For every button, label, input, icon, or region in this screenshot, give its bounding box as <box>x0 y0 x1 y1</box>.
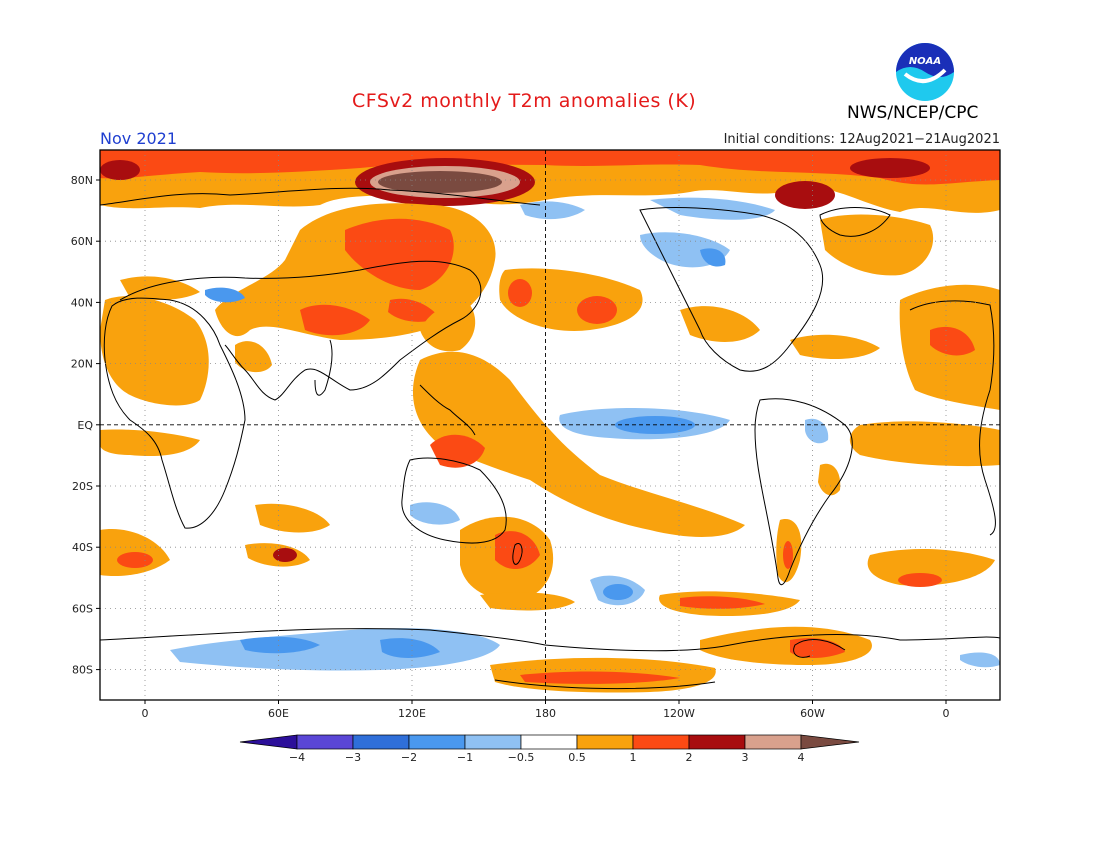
noaa-logo-text: NOAA <box>909 56 941 67</box>
colorbar-segment <box>688 734 746 750</box>
lon-label: 0 <box>142 707 149 720</box>
colorbar-tick-label: −0.5 <box>508 751 535 764</box>
forecast-month: Nov 2021 <box>100 129 178 148</box>
eurasia-warm-region <box>215 203 496 352</box>
lon-label: 180 <box>535 707 556 720</box>
colorbar-segment <box>576 734 634 750</box>
coastlines <box>100 187 1000 690</box>
colorbar-segment <box>632 734 690 750</box>
lon-label: 60E <box>268 707 289 720</box>
lon-label: 120E <box>398 707 426 720</box>
antarctic-warm-region <box>490 626 872 693</box>
south-pacific-warm-band <box>412 351 745 601</box>
colorbar-tick-label: 1 <box>630 751 637 764</box>
colorbar-tick-label: 3 <box>742 751 749 764</box>
colorbar-segment <box>296 734 354 750</box>
lat-label: 20S <box>72 480 93 493</box>
lon-label: 60W <box>800 707 825 720</box>
colorbar-tick-label: 0.5 <box>568 751 586 764</box>
lat-label: 60S <box>72 602 93 615</box>
map-frame <box>99 149 1001 701</box>
colorbar-segment <box>520 734 578 750</box>
lat-label: 80N <box>71 174 93 187</box>
colorbar-segment <box>744 734 802 750</box>
colorbar-left-arrow <box>239 734 298 750</box>
colorbar-tick-label: −4 <box>289 751 305 764</box>
africa-warm-region <box>100 214 1000 467</box>
agency-label: NWS/NCEP/CPC <box>847 103 979 123</box>
lat-label: 80S <box>72 664 93 677</box>
lon-label: 120W <box>663 707 695 720</box>
colorbar-tick-label: −1 <box>457 751 473 764</box>
colorbar-right-arrow <box>800 734 860 750</box>
lat-label: 40S <box>72 541 93 554</box>
noaa-logo: NOAA <box>896 43 954 101</box>
initial-conditions: Initial conditions: 12Aug2021−21Aug2021 <box>723 132 1000 147</box>
lon-label: 0 <box>943 707 950 720</box>
lat-label: EQ <box>77 419 93 432</box>
lat-label: 40N <box>71 296 93 309</box>
colorbar: −4 −3 −2 −1 −0.5 0.5 1 2 3 4 <box>239 734 860 764</box>
colorbar-tick-label: −3 <box>345 751 361 764</box>
arctic-warm-band <box>100 150 1000 213</box>
colorbar-segment <box>352 734 410 750</box>
southern-ocean-warm-patches <box>100 463 995 617</box>
lat-label: 60N <box>71 235 93 248</box>
colorbar-segment <box>464 734 522 750</box>
colorbar-tick-label: −2 <box>401 751 417 764</box>
lat-label: 20N <box>71 358 93 371</box>
lat-lon-grid <box>100 150 1000 700</box>
colorbar-segment <box>408 734 466 750</box>
colorbar-tick-label: 2 <box>686 751 693 764</box>
map-title: CFSv2 monthly T2m anomalies (K) <box>352 90 697 112</box>
colorbar-tick-label: 4 <box>798 751 805 764</box>
map-axis-labels: 80N 60N 40N 20N EQ 20S 40S 60S 80S 0 60E 120E 180 120… <box>71 174 950 720</box>
cold-anomaly-regions <box>170 197 1000 671</box>
north-pacific-warm-region <box>499 268 880 360</box>
